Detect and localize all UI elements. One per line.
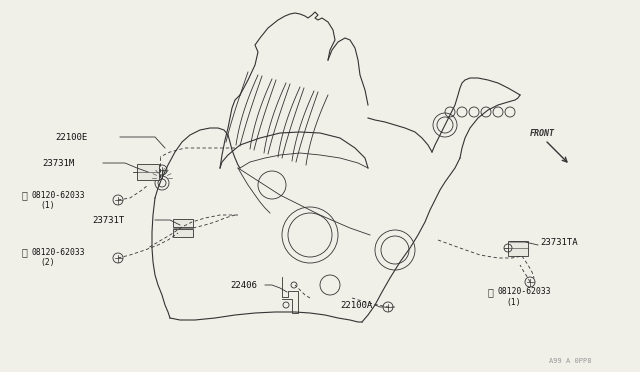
Text: 23731TA: 23731TA <box>540 237 578 247</box>
Text: 22100E: 22100E <box>55 132 87 141</box>
Text: 22406: 22406 <box>230 280 257 289</box>
Text: 08120-62033: 08120-62033 <box>32 190 86 199</box>
Text: FRONT: FRONT <box>530 129 555 138</box>
Text: (1): (1) <box>506 298 520 307</box>
Text: (2): (2) <box>40 257 54 266</box>
Text: Ⓑ: Ⓑ <box>22 247 28 257</box>
Text: 08120-62033: 08120-62033 <box>32 247 86 257</box>
Text: 23731M: 23731M <box>42 158 74 167</box>
FancyBboxPatch shape <box>137 164 159 180</box>
Bar <box>173 229 193 237</box>
Text: (1): (1) <box>40 201 54 209</box>
FancyBboxPatch shape <box>508 241 528 256</box>
Text: 22100A: 22100A <box>340 301 372 310</box>
Text: 08120-62033: 08120-62033 <box>498 288 552 296</box>
Bar <box>173 219 193 227</box>
Text: A99 A 0PP8: A99 A 0PP8 <box>548 358 591 364</box>
Text: Ⓑ: Ⓑ <box>22 190 28 200</box>
Text: Ⓑ: Ⓑ <box>488 287 494 297</box>
Text: 23731T: 23731T <box>92 215 124 224</box>
